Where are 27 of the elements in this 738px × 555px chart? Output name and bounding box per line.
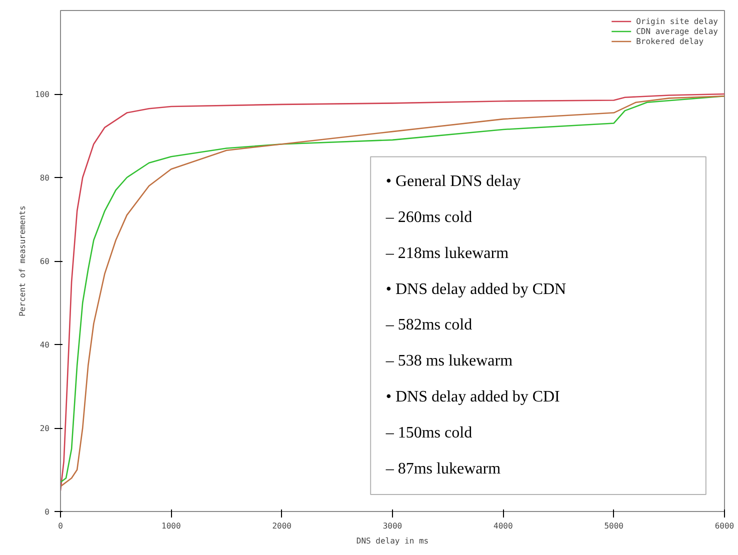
x-tick-label: 2000 <box>272 522 292 530</box>
annotation: – 218ms lukewarm <box>384 244 510 262</box>
x-tick-label: 4000 <box>494 522 513 530</box>
x-axis-title: DNS delay in ms <box>356 536 429 546</box>
annotation: – 538 ms lukewarm <box>384 352 514 370</box>
annotation: – 150ms cold <box>384 424 472 442</box>
y-tick-label: 80 <box>40 174 50 182</box>
y-tick-label: 60 <box>40 257 50 266</box>
x-tick-label: 5000 <box>604 522 624 530</box>
y-tick-label: 0 <box>44 508 50 516</box>
legend-label: Origin site delay <box>636 16 718 26</box>
legend-label: Brokered delay <box>636 36 704 46</box>
annotation: • DNS delay added by CDI <box>386 388 560 406</box>
annotation: – 260ms cold <box>384 208 472 226</box>
y-tick-label: 100 <box>35 90 50 99</box>
x-tick-label: 0 <box>58 522 64 530</box>
y-axis-title: Percent of measurements <box>18 205 28 316</box>
annotation: • DNS delay added by CDN <box>386 280 567 298</box>
annotation: – 87ms lukewarm <box>384 460 502 478</box>
annotation: – 582ms cold <box>384 316 472 334</box>
x-tick-label: 3000 <box>382 522 402 530</box>
y-tick-label: 20 <box>40 424 50 433</box>
y-tick-label: 40 <box>40 340 50 350</box>
annotation: • General DNS delay <box>386 172 521 190</box>
x-tick-label: 6000 <box>714 522 734 530</box>
legend-label: CDN average delay <box>636 26 718 36</box>
x-tick-label: 1000 <box>162 522 181 530</box>
